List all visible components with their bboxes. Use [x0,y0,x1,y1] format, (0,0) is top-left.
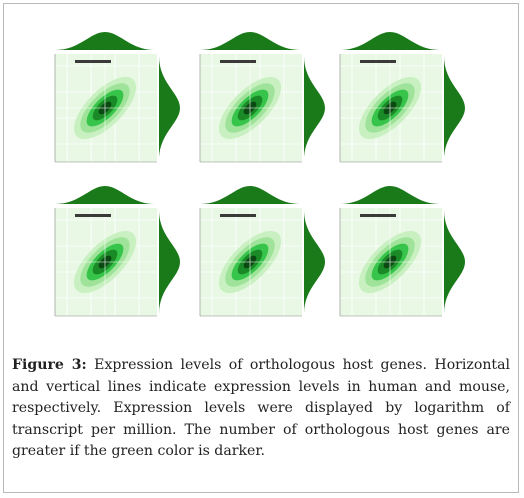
stat-annotation [360,60,396,63]
top-marginal-density [340,32,440,50]
density-panel-5 [180,182,330,332]
stat-annotation [360,214,396,217]
stat-annotation [220,60,256,63]
density-plot-4 [54,186,180,317]
density-plot-2 [199,32,325,163]
density-panel-2 [180,28,330,178]
top-marginal-density [200,186,300,204]
figure-caption-text: Expression levels of orthologous host ge… [12,357,510,460]
top-marginal-density [55,32,155,50]
figure-caption: Figure 3: Expression levels of orthologo… [12,355,510,463]
right-marginal-density [304,210,325,314]
right-marginal-density [444,56,465,160]
stat-annotation [220,214,256,217]
top-marginal-density [55,186,155,204]
density-plot-5 [199,186,325,317]
right-marginal-density [444,210,465,314]
density-panel-3 [320,28,470,178]
density-plot-3 [339,32,465,163]
figure-panels [35,28,470,332]
figure-label: Figure 3: [12,357,87,373]
figure-frame [3,3,519,493]
top-marginal-density [200,32,300,50]
stat-annotation [75,214,111,217]
density-plot-6 [339,186,465,317]
right-marginal-density [159,210,180,314]
density-panel-4 [35,182,185,332]
stat-annotation [75,60,111,63]
density-plot-1 [54,32,180,163]
density-panel-6 [320,182,470,332]
density-panel-1 [35,28,185,178]
right-marginal-density [159,56,180,160]
top-marginal-density [340,186,440,204]
right-marginal-density [304,56,325,160]
